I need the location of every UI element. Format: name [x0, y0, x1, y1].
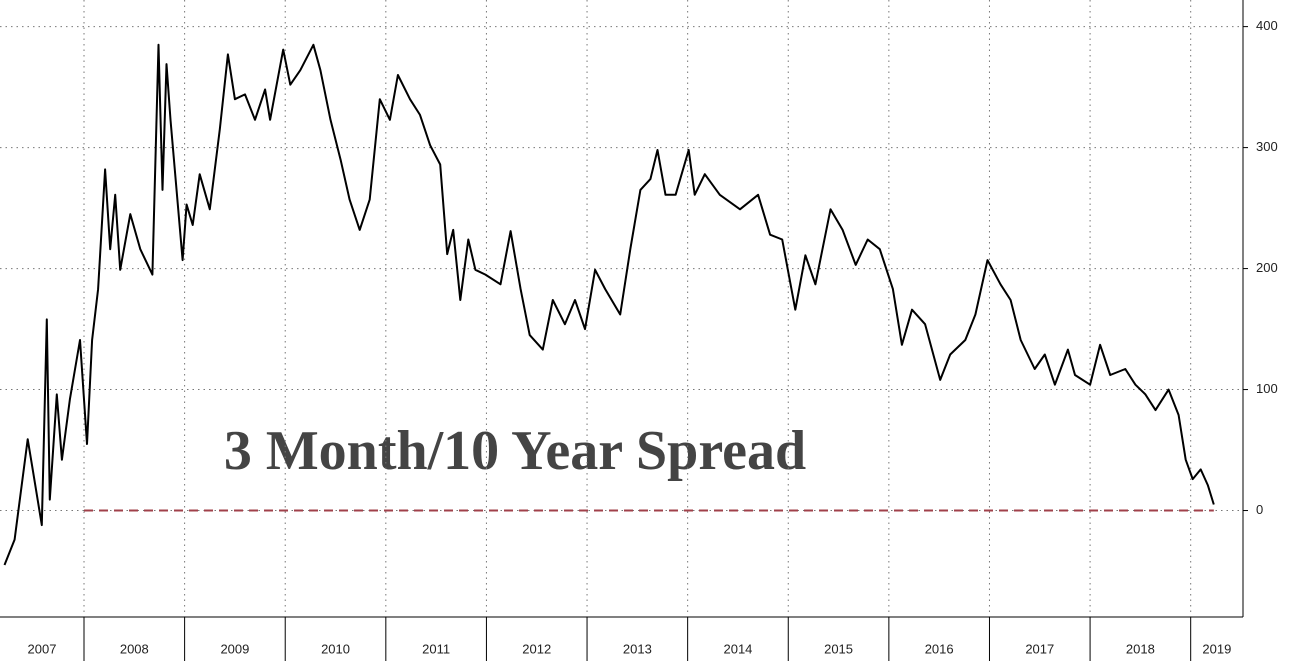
x-tick-label: 2016 [925, 641, 954, 656]
y-tick-label: 0 [1256, 502, 1263, 517]
x-tick-label: 2019 [1202, 641, 1231, 656]
annotation: 3 Month/10 Year Spread [224, 420, 806, 482]
y-tick-label: 100 [1256, 381, 1278, 396]
y-tick-label: 400 [1256, 18, 1278, 33]
x-tick-label: 2014 [723, 641, 752, 656]
x-tick-label: 2017 [1025, 641, 1054, 656]
x-tick-label: 2015 [824, 641, 853, 656]
y-tick-label: 200 [1256, 260, 1278, 275]
x-tick-label: 2012 [522, 641, 551, 656]
x-tick-label: 2009 [220, 641, 249, 656]
x-tick-label: 2008 [120, 641, 149, 656]
y-tick-label: 300 [1256, 139, 1278, 154]
x-tick-label: 2010 [321, 641, 350, 656]
x-tick-label: 2007 [28, 641, 57, 656]
line [3, 43, 1215, 566]
x-tick-label: 2018 [1126, 641, 1155, 656]
x-tick-label: 2013 [623, 641, 652, 656]
x-tick-label: 2011 [422, 641, 450, 656]
